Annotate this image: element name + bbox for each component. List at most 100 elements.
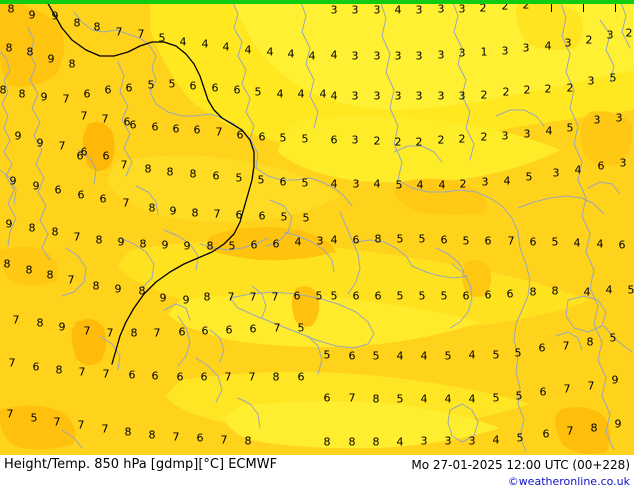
grid-value-label: 8 [46,268,54,282]
grid-value-label: 9 [51,9,59,23]
grid-value-label: 2 [566,81,574,95]
grid-value-label: 3 [437,48,445,62]
grid-value-label: 2 [480,88,488,102]
chart-title: Height/Temp. 850 hPa [gdmp][°C] ECMWF [4,457,278,472]
grid-value-label: 3 [593,113,601,127]
grid-value-label: 6 [211,81,219,95]
grid-value-label: 5 [440,289,448,303]
grid-value-label: 8 [148,428,156,442]
grid-value-label: 8 [206,239,214,253]
grid-value-label: 6 [348,349,356,363]
grid-value-label: 7 [101,112,109,126]
grid-value-label: 5 [297,321,305,335]
grid-value-label: 6 [176,370,184,384]
grid-value-label: 3 [394,49,402,63]
grid-value-label: 5 [396,232,404,246]
grid-value-label: 8 [323,435,331,449]
grid-value-label: 9 [5,217,13,231]
grid-value-label: 6 [250,238,258,252]
grid-value-label: 5 [279,131,287,145]
grid-value-label: 3 [373,49,381,63]
grid-value-label: 6 [225,323,233,337]
grid-value-label: 4 [438,178,446,192]
grid-value-label: 8 [148,201,156,215]
grid-value-label: 9 [117,235,125,249]
grid-value-label: 6 [235,208,243,222]
grid-value-label: 5 [280,210,288,224]
grid-value-label: 7 [172,430,180,444]
grid-value-label: 6 [102,149,110,163]
grid-value-label: 9 [159,291,167,305]
grid-value-label: 6 [193,123,201,137]
grid-value-label: 4 [596,237,604,251]
grid-value-label: 8 [51,225,59,239]
grid-value-label: 3 [444,434,452,448]
grid-value-label: 3 [523,127,531,141]
grid-value-label: 5 [301,176,309,190]
grid-value-label: 6 [123,115,131,129]
grid-value-label: 6 [462,289,470,303]
grid-value-label: 3 [420,434,428,448]
grid-value-label: 6 [200,370,208,384]
grid-value-label: 3 [415,49,423,63]
grid-value-label: 8 [124,425,132,439]
grid-value-label: 6 [539,385,547,399]
map-graphics [0,0,634,455]
grid-value-label: 7 [106,326,114,340]
grid-value-label: 4 [544,39,552,53]
grid-value-label: 4 [222,40,230,54]
grid-value-label: 8 [139,237,147,251]
grid-value-label: 5 [254,85,262,99]
grid-value-label: 2 [502,85,510,99]
map-tick-mark [615,4,616,12]
grid-value-label: 3 [352,177,360,191]
grid-value-label: 8 [95,233,103,247]
grid-value-label: 8 [93,20,101,34]
grid-value-label: 7 [587,379,595,393]
grid-value-label: 6 [99,192,107,206]
grid-value-label: 1 [480,45,488,59]
grid-value-label: 6 [104,83,112,97]
grid-value-label: 6 [293,289,301,303]
grid-value-label: 6 [249,322,257,336]
grid-value-label: 8 [272,370,280,384]
grid-value-label: 3 [522,41,530,55]
grid-value-label: 8 [244,434,252,448]
grid-value-label: 3 [481,175,489,189]
grid-value-label: 8 [166,165,174,179]
grid-value-label: 3 [552,166,560,180]
grid-value-label: 8 [130,326,138,340]
grid-value-label: 5 [627,283,634,297]
grid-value-label: 6 [196,431,204,445]
grid-value-label: 6 [374,289,382,303]
grid-value-label: 6 [151,369,159,383]
grid-value-label: 5 [315,289,323,303]
grid-value-label: 6 [212,169,220,183]
grid-value-label: 2 [480,130,488,144]
grid-value-label: 9 [614,417,622,431]
grid-value-label: 6 [128,368,136,382]
grid-value-label: 7 [101,422,109,436]
grid-value-label: 2 [437,133,445,147]
grid-value-label: 2 [394,135,402,149]
credit-link[interactable]: ©weatheronline.co.uk [507,475,630,488]
grid-value-label: 8 [189,167,197,181]
grid-value-label: 7 [566,424,574,438]
grid-value-label: 2 [373,134,381,148]
grid-value-label: 8 [138,284,146,298]
grid-value-label: 8 [372,392,380,406]
grid-value-label: 5 [444,349,452,363]
grid-value-label: 6 [125,81,133,95]
grid-value-label: 7 [73,230,81,244]
grid-value-label: 3 [394,89,402,103]
grid-value-label: 6 [32,360,40,374]
grid-value-label: 4 [396,349,404,363]
grid-value-label: 5 [323,348,331,362]
grid-value-label: 2 [415,135,423,149]
grid-value-label: 8 [5,41,13,55]
grid-value-label: 7 [137,27,145,41]
grid-value-label: 6 [352,289,360,303]
grid-value-label: 3 [615,111,623,125]
